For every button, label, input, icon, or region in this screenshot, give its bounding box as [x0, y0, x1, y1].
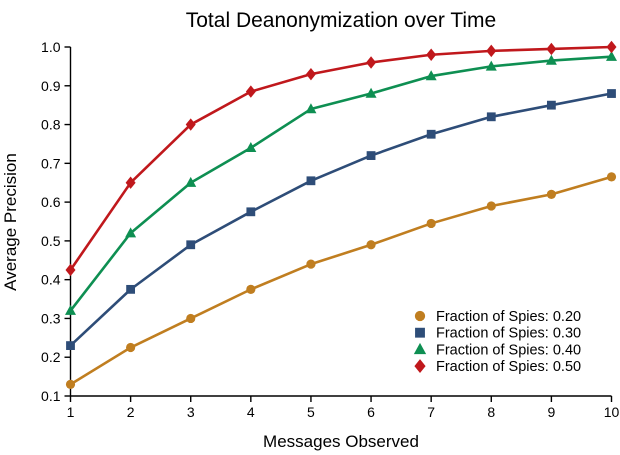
square-marker — [366, 151, 376, 160]
y-tick-label: 0.2 — [41, 349, 61, 365]
legend-item: Fraction of Spies: 0.20 — [414, 309, 581, 325]
circle-marker — [186, 313, 196, 324]
legend-label: Fraction of Spies: 0.50 — [436, 359, 581, 375]
x-tick-label: 9 — [547, 404, 555, 420]
x-tick-label: 3 — [187, 404, 195, 420]
x-tick-label: 4 — [247, 404, 255, 420]
square-marker — [126, 284, 136, 294]
x-tick-label: 2 — [127, 404, 135, 420]
triangle-marker — [305, 103, 317, 114]
y-tick-label: 0.6 — [41, 194, 61, 210]
legend-label: Fraction of Spies: 0.30 — [436, 326, 581, 342]
y-axis-label: Average Precision — [1, 153, 20, 291]
diamond-marker — [606, 40, 617, 54]
y-tick-label: 0.7 — [41, 155, 61, 171]
legend-item: Fraction of Spies: 0.50 — [414, 359, 581, 375]
circle-marker — [65, 379, 76, 389]
triangle-marker — [65, 304, 76, 315]
diamond-marker — [125, 176, 136, 189]
triangle-marker — [125, 227, 137, 238]
square-marker — [306, 176, 316, 186]
diamond-marker — [185, 118, 196, 131]
plot-series — [65, 40, 617, 389]
triangle-marker — [425, 70, 437, 81]
legend-label: Fraction of Spies: 0.20 — [436, 309, 581, 325]
square-marker — [415, 327, 425, 338]
x-tick-label: 8 — [487, 404, 495, 420]
square-marker — [426, 129, 436, 139]
chart-title: Total Deanonymization over Time — [186, 9, 496, 32]
diamond-marker — [546, 42, 557, 56]
triangle-marker — [606, 50, 617, 61]
x-tick-label: 6 — [367, 404, 375, 420]
diamond-marker — [245, 85, 256, 98]
diamond-marker — [426, 48, 437, 61]
circle-marker — [486, 201, 496, 211]
circle-marker — [366, 240, 376, 250]
circle-marker — [306, 259, 316, 269]
y-tick-label: 0.8 — [41, 117, 61, 133]
series-triangle — [65, 50, 617, 315]
y-tick-label: 1.0 — [41, 39, 61, 55]
legend-item: Fraction of Spies: 0.40 — [413, 342, 581, 358]
circle-marker — [546, 189, 556, 199]
triangle-marker — [365, 87, 377, 98]
series-circle — [65, 172, 617, 389]
series-square — [66, 89, 616, 350]
series-line — [69, 92, 613, 347]
diamond-marker — [486, 44, 497, 58]
y-tick-label: 0.9 — [41, 78, 61, 94]
x-axis-label: Messages Observed — [263, 432, 419, 451]
square-marker — [186, 240, 196, 250]
triangle-marker — [545, 54, 557, 65]
square-marker — [546, 100, 556, 110]
diamond-marker — [366, 56, 377, 69]
circle-marker — [606, 172, 617, 182]
circle-marker — [414, 310, 426, 322]
x-tick-label: 7 — [427, 404, 435, 420]
legend-label: Fraction of Spies: 0.40 — [436, 342, 581, 358]
square-marker — [607, 89, 616, 98]
diamond-marker — [65, 263, 76, 277]
series-line — [69, 45, 613, 272]
circle-marker — [126, 342, 136, 353]
triangle-marker — [413, 342, 427, 355]
series-diamond — [65, 40, 617, 277]
x-tick-label: 1 — [67, 404, 75, 420]
circle-marker — [426, 218, 436, 229]
y-tick-label: 0.3 — [41, 310, 61, 326]
y-tick-label: 0.1 — [41, 388, 61, 404]
y-tick-label: 0.4 — [41, 272, 61, 288]
triangle-marker — [185, 176, 197, 187]
triangle-marker — [245, 142, 257, 153]
square-marker — [486, 112, 496, 122]
square-marker — [66, 341, 75, 350]
series-line — [69, 55, 613, 312]
y-tick-label: 0.5 — [41, 233, 61, 249]
diamond-marker — [414, 359, 426, 374]
legend-item: Fraction of Spies: 0.30 — [415, 326, 581, 342]
diamond-marker — [305, 67, 316, 81]
x-tick-label: 10 — [604, 404, 620, 420]
square-marker — [246, 207, 256, 217]
series-line — [69, 175, 613, 386]
circle-marker — [246, 284, 256, 294]
axes: 1 2 3 4 5 6 7 8 9 10 0.1 0.2 0.3 0.4 0.5 0.6 0.7 0.8 0.9 1.… — [41, 39, 619, 420]
x-tick-label: 5 — [307, 404, 315, 420]
triangle-marker — [485, 60, 497, 71]
